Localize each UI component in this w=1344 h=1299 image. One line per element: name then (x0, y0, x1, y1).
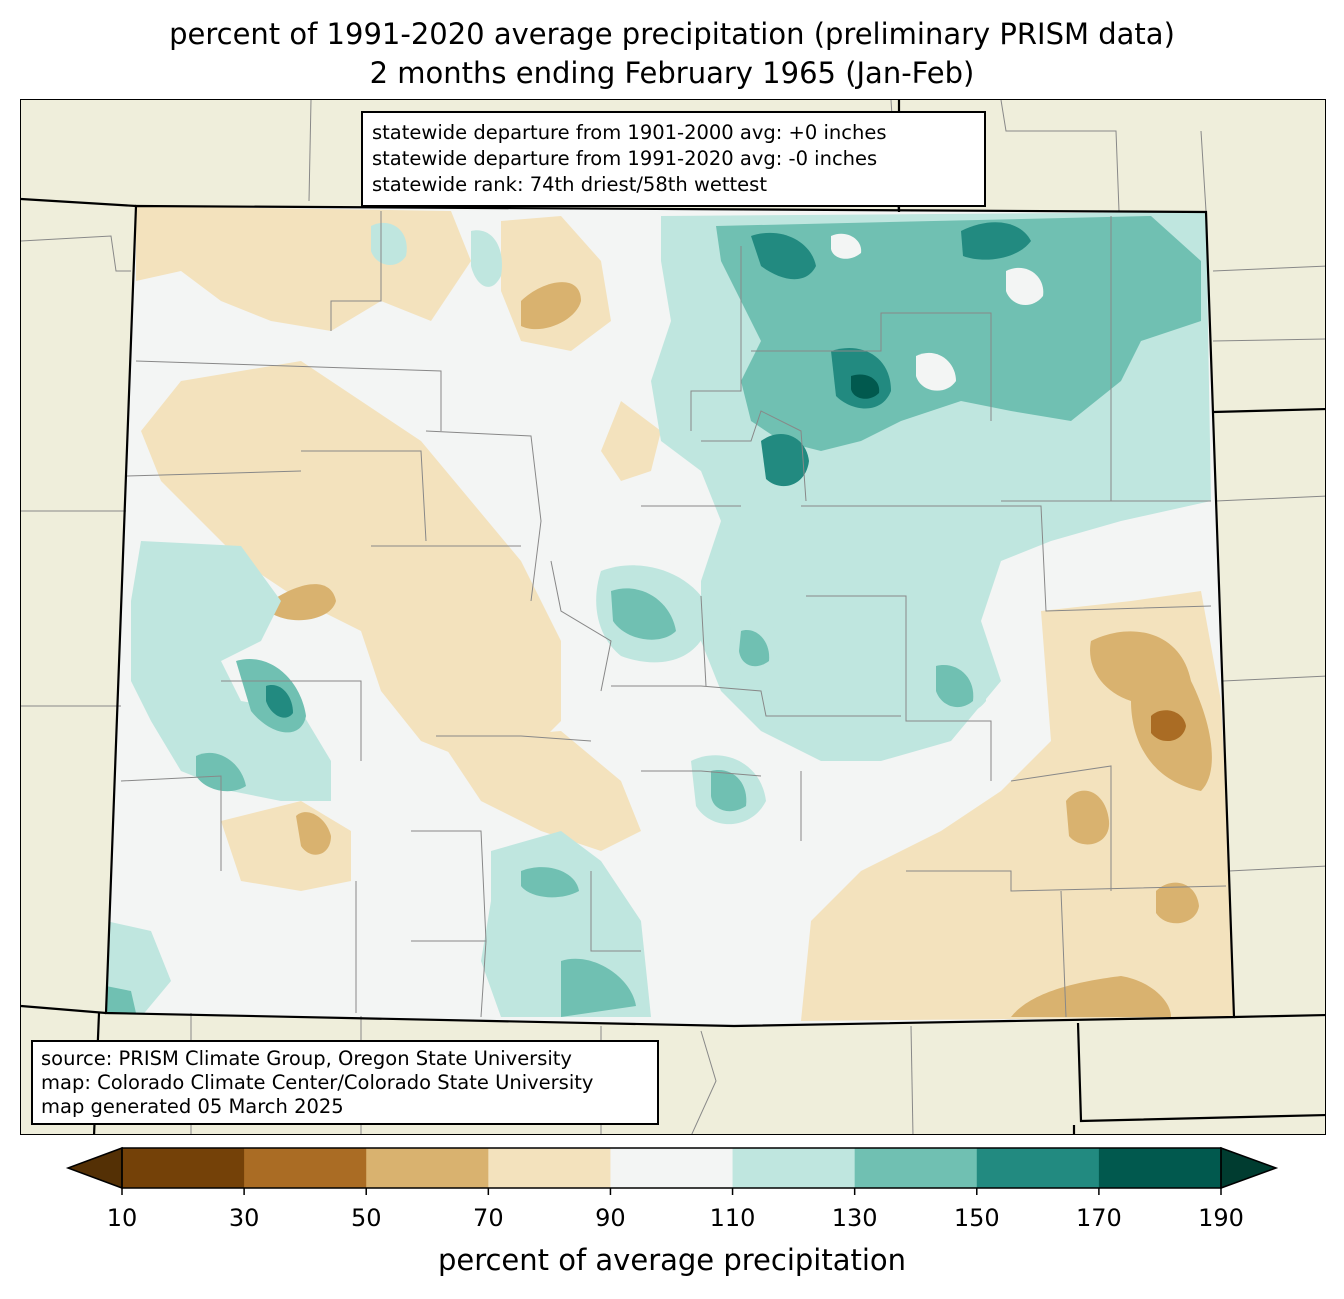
colorbar-segment-2 (366, 1148, 489, 1188)
colorbar-tick-label-90: 90 (595, 1204, 626, 1232)
colorbar-label: percent of average precipitation (437, 1243, 907, 1277)
source-credits-box: source: PRISM Climate Group, Oregon Stat… (31, 1040, 659, 1125)
colorbar-under-arrow (65, 1146, 123, 1190)
colorbar-segment-1 (244, 1148, 367, 1188)
colorbar-tick-label-170: 170 (1075, 1204, 1122, 1232)
colorbar-tick-label-190: 190 (1198, 1204, 1244, 1232)
colorbar-tick-label-50: 50 (350, 1204, 382, 1232)
colorbar-segment-5 (732, 1148, 856, 1188)
map-panel (20, 99, 1326, 1135)
colorbar-tick-label-130: 130 (831, 1204, 878, 1232)
colorbar-segment-4 (610, 1148, 734, 1188)
colorbar-segment-6 (854, 1148, 978, 1188)
colorbar-tick-label-30: 30 (228, 1204, 260, 1232)
colorbar (65, 1146, 1279, 1195)
colorbar-segment-7 (976, 1148, 1100, 1188)
stat-rank: statewide rank: 74th driest/58th wettest (372, 173, 767, 196)
colorbar-segment-3 (488, 1148, 611, 1188)
stat-departure-1901-2000: statewide departure from 1901-2000 avg: … (372, 121, 887, 144)
colorbar-over-arrow (1220, 1146, 1279, 1190)
stat-departure-1991-2020: statewide departure from 1991-2020 avg: … (372, 147, 878, 170)
map-title-line2: 2 months ending February 1965 (Jan-Feb) (369, 56, 975, 90)
precipitation-map (21, 100, 1325, 1134)
source-line: source: PRISM Climate Group, Oregon Stat… (41, 1047, 572, 1070)
colorbar-ticks (121, 1188, 1222, 1195)
colorbar-frame (121, 1147, 1222, 1189)
generated-date-line: map generated 05 March 2025 (41, 1095, 344, 1118)
colorbar-tick-label-150: 150 (953, 1204, 1000, 1232)
colorbar-segments (122, 1148, 1222, 1188)
colorbar-tick-label-10: 10 (106, 1204, 138, 1232)
precipitation-contours (106, 206, 1234, 1021)
map-credit-line: map: Colorado Climate Center/Colorado St… (41, 1071, 594, 1094)
colorbar-tick-label-110: 110 (709, 1204, 756, 1232)
map-title-line1: percent of 1991-2020 average precipitati… (169, 17, 1175, 51)
neighbor-county-lines (21, 100, 1325, 1134)
county-boundaries (120, 211, 1227, 1018)
statewide-stats-box: statewide departure from 1901-2000 avg: … (361, 111, 986, 207)
colorbar-tick-label-70: 70 (473, 1204, 504, 1232)
colorbar-segment-8 (1098, 1148, 1222, 1188)
colorbar-segment-0 (122, 1148, 245, 1188)
